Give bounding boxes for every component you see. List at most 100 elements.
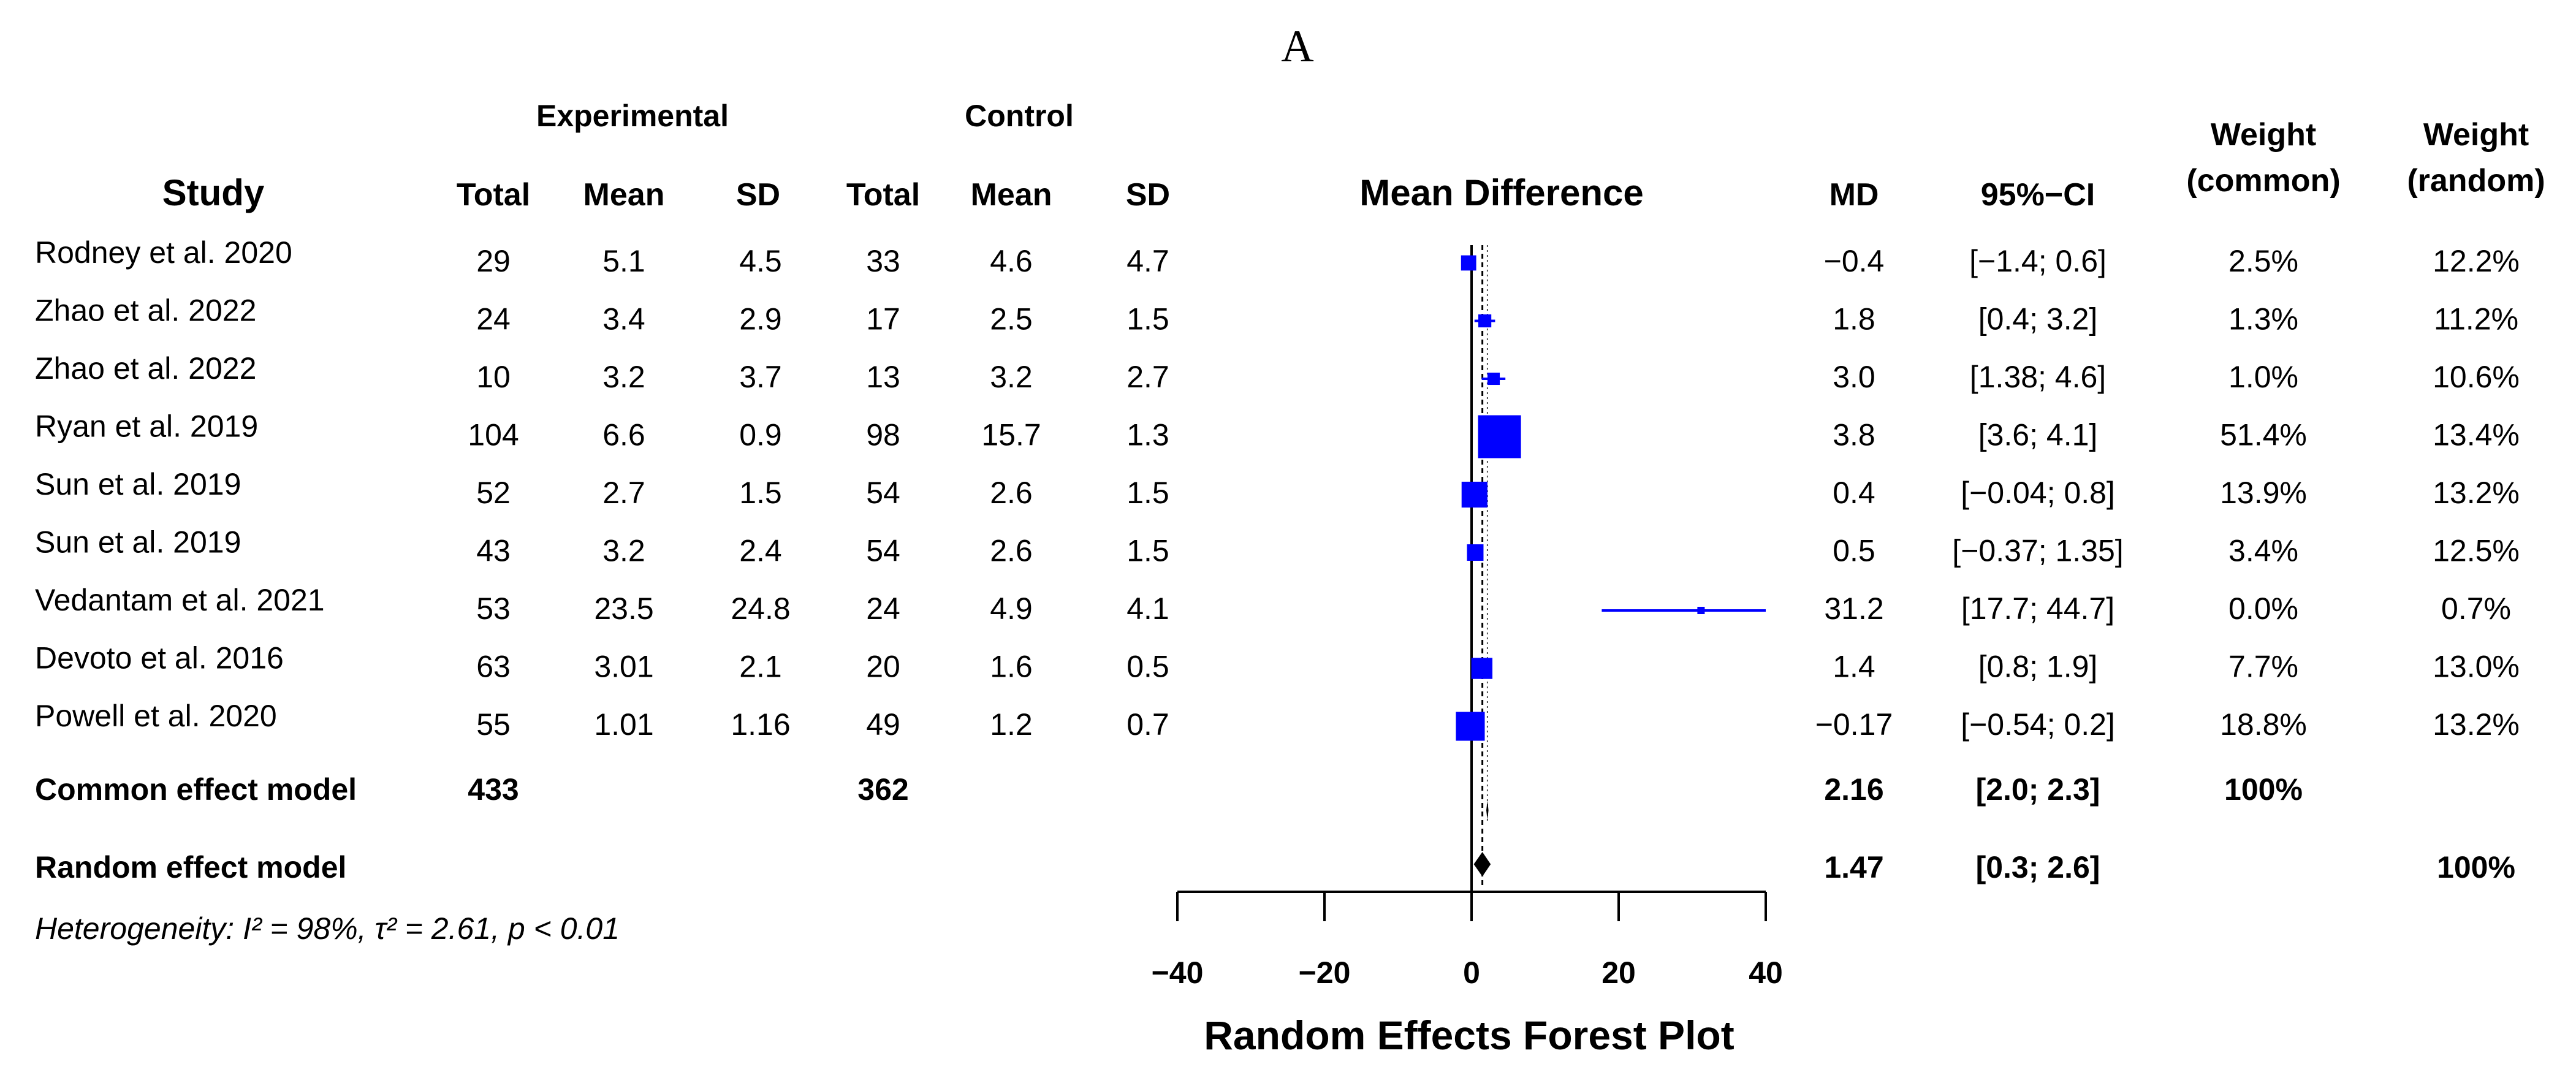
random-effect-ci: [0.3; 2.6]: [1976, 850, 2100, 884]
weight-common-cell: 18.8%: [2220, 707, 2307, 742]
exp-mean-cell: 3.2: [602, 534, 645, 568]
study-name: Powell et al. 2020: [35, 699, 277, 733]
random-effect-label: Random effect model: [35, 850, 346, 884]
ctl-mean-cell: 2.6: [990, 476, 1033, 510]
header-control: Control: [965, 99, 1074, 133]
study-name: Rodney et al. 2020: [35, 235, 292, 270]
weight-common-cell: 13.9%: [2220, 476, 2307, 510]
ci-cell: [−0.54; 0.2]: [1961, 707, 2115, 742]
random-effect-weight: 100%: [2437, 850, 2515, 884]
ci-cell: [1.38; 4.6]: [1970, 360, 2106, 394]
ctl-sd-cell: 1.3: [1127, 418, 1169, 452]
exp-sd-cell: 24.8: [731, 591, 790, 626]
ctl-mean-cell: 15.7: [981, 418, 1041, 452]
header-md: MD: [1829, 177, 1879, 213]
md-cell: 31.2: [1824, 591, 1883, 626]
study-marker: [1461, 255, 1476, 271]
x-tick-label: 0: [1463, 956, 1480, 990]
md-cell: −0.17: [1815, 707, 1893, 742]
ctl-mean-cell: 3.2: [990, 360, 1033, 394]
weight-common-cell: 1.3%: [2228, 302, 2298, 336]
header-ctl-sd: SD: [1126, 177, 1170, 213]
weight-random-cell: 13.2%: [2433, 707, 2520, 742]
header-ci: 95%−CI: [1981, 177, 2095, 213]
md-cell: −0.4: [1824, 244, 1885, 278]
exp-sd-cell: 2.4: [739, 534, 782, 568]
ctl-sd-cell: 0.5: [1127, 650, 1169, 684]
random-effect-diamond: [1473, 852, 1491, 876]
exp-mean-cell: 3.01: [594, 650, 653, 684]
ctl-mean-cell: 1.2: [990, 707, 1033, 742]
md-cell: 0.5: [1833, 534, 1875, 568]
study-marker: [1461, 481, 1487, 508]
x-tick-label: −40: [1152, 956, 1204, 990]
exp-mean-cell: 3.2: [602, 360, 645, 394]
ci-cell: [−0.04; 0.8]: [1961, 476, 2115, 510]
exp-mean-cell: 6.6: [602, 418, 645, 452]
ci-cell: [−0.37; 1.35]: [1952, 534, 2123, 568]
exp-mean-cell: 1.01: [594, 707, 653, 742]
header-ctl-total: Total: [846, 177, 920, 213]
exp-total-cell: 24: [476, 302, 511, 336]
header-exp-mean: Mean: [583, 177, 665, 213]
ci-cell: [−1.4; 0.6]: [1969, 244, 2107, 278]
exp-total-cell: 55: [476, 707, 511, 742]
header-ctl-mean: Mean: [971, 177, 1052, 213]
study-marker: [1487, 372, 1500, 386]
exp-total-cell: 10: [476, 360, 511, 394]
header-mean-difference: Mean Difference: [1359, 172, 1643, 213]
common-effect-weight: 100%: [2224, 772, 2303, 807]
ctl-mean-cell: 2.6: [990, 534, 1033, 568]
exp-sd-cell: 1.16: [731, 707, 790, 742]
ctl-mean-cell: 1.6: [990, 650, 1033, 684]
study-name: Ryan et al. 2019: [35, 409, 258, 444]
common-effect-md: 2.16: [1824, 772, 1883, 807]
study-name: Vedantam et al. 2021: [35, 583, 325, 617]
header-experimental: Experimental: [536, 99, 729, 133]
ctl-mean-cell: 4.9: [990, 591, 1033, 626]
exp-mean-cell: 5.1: [602, 244, 645, 278]
exp-sd-cell: 2.9: [739, 302, 782, 336]
study-marker: [1471, 658, 1493, 679]
header-exp-total: Total: [457, 177, 530, 213]
ctl-total-cell: 33: [866, 244, 900, 278]
heterogeneity-text: Heterogeneity: I² = 98%, τ² = 2.61, p < …: [35, 911, 620, 946]
exp-total-cell: 43: [476, 534, 511, 568]
weight-common-cell: 1.0%: [2228, 360, 2298, 394]
header-weight-random-line2: (random): [2407, 163, 2545, 199]
md-cell: 3.8: [1833, 418, 1875, 452]
exp-sd-cell: 2.1: [739, 650, 782, 684]
common-effect-diamond: [1486, 800, 1489, 820]
x-tick-label: −20: [1299, 956, 1351, 990]
study-marker: [1697, 607, 1705, 614]
md-cell: 3.0: [1833, 360, 1875, 394]
forest-plot-area: −40 −20 0 20 40: [1152, 245, 1783, 990]
md-cell: 0.4: [1833, 476, 1875, 510]
random-effect-md: 1.47: [1824, 850, 1883, 884]
exp-total-cell: 52: [476, 476, 511, 510]
study-name: Zhao et al. 2022: [35, 294, 256, 328]
ctl-total-cell: 49: [866, 707, 900, 742]
ci-cell: [17.7; 44.7]: [1961, 591, 2114, 626]
x-tick-label: 40: [1749, 956, 1783, 990]
md-cell: 1.8: [1833, 302, 1875, 336]
header-weight-common-line2: (common): [2186, 163, 2340, 199]
x-tick-label: 20: [1601, 956, 1636, 990]
weight-random-cell: 13.4%: [2433, 418, 2520, 452]
ctl-total-cell: 54: [866, 534, 900, 568]
study-rows: Rodney et al. 2020 29 5.1 4.5 33 4.6 4.7 −0.4 [−…: [35, 235, 2520, 742]
ctl-sd-cell: 4.1: [1127, 591, 1169, 626]
ctl-sd-cell: 1.5: [1127, 476, 1169, 510]
ctl-sd-cell: 0.7: [1127, 707, 1169, 742]
study-marker: [1478, 314, 1492, 328]
common-effect-exp-total: 433: [468, 772, 519, 807]
exp-sd-cell: 4.5: [739, 244, 782, 278]
x-axis-title: Random Effects Forest Plot: [1204, 1013, 1734, 1058]
study-name: Zhao et al. 2022: [35, 351, 256, 386]
exp-sd-cell: 1.5: [739, 476, 782, 510]
weight-random-cell: 0.7%: [2441, 591, 2511, 626]
common-effect-ci: [2.0; 2.3]: [1976, 772, 2100, 807]
study-name: Sun et al. 2019: [35, 525, 241, 560]
